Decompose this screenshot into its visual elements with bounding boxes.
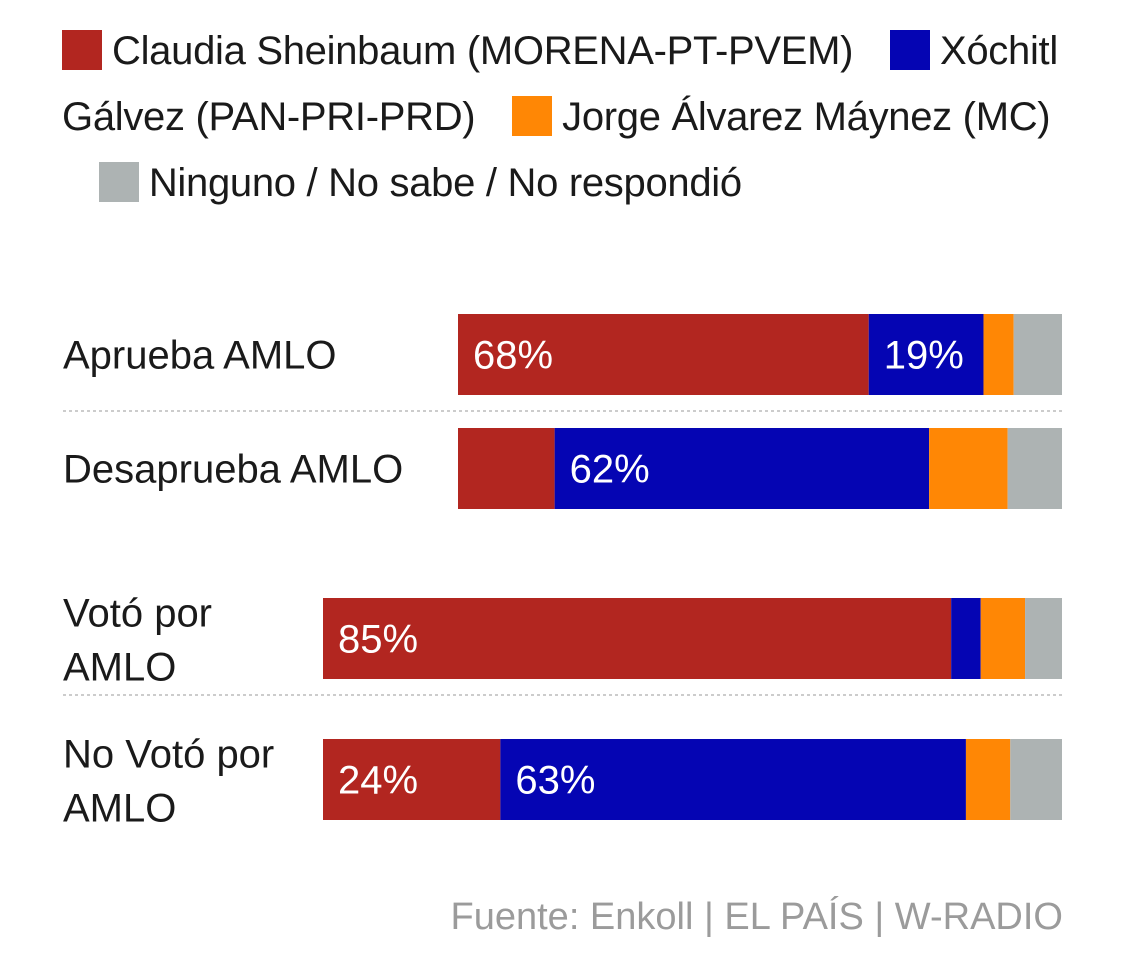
row-label-no-voto-por-amlo: No Votó por AMLO [63, 733, 274, 831]
bar-segment-desaprueba-amlo-sheinbaum [458, 428, 555, 509]
source-note: Fuente: Enkoll | EL PAÍS | W-RADIO [450, 896, 1063, 938]
legend-swatch-maynez [512, 96, 553, 136]
data-label-aprueba-amlo-sheinbaum: 68% [473, 334, 553, 378]
legend-label-sheinbaum: Claudia Sheinbaum (MORENA-PT-PVEM) [112, 29, 854, 73]
chart-legend: Claudia Sheinbaum (MORENA-PT-PVEM) Xóchi… [62, 18, 1072, 216]
row-label-desaprueba-amlo: Desaprueba AMLO [63, 448, 403, 492]
bar-segment-desaprueba-amlo-maynez [929, 428, 1008, 509]
bar-segment-voto-por-amlo-ninguno [1025, 598, 1062, 679]
bar-segment-desaprueba-amlo-ninguno [1007, 428, 1062, 509]
data-label-voto-por-amlo-sheinbaum: 85% [338, 618, 418, 662]
legend-item-maynez: Jorge Álvarez Máynez (MC) [512, 95, 1051, 139]
data-label-no-voto-por-amlo-sheinbaum: 24% [338, 759, 418, 803]
bar-segment-aprueba-amlo-ninguno [1013, 314, 1062, 395]
bar-segment-no-voto-por-amlo-sheinbaum [323, 739, 501, 820]
data-label-desaprueba-amlo-galvez: 62% [570, 448, 650, 492]
bar-segment-voto-por-amlo-galvez [951, 598, 981, 679]
bar-segment-desaprueba-amlo-galvez [554, 428, 930, 509]
legend-item-galvez: Xóchitl Gálvez (PAN-PRI-PRD) [62, 29, 1058, 139]
legend-label-ninguno: Ninguno / No sabe / No respondió [148, 161, 742, 205]
legend-item-sheinbaum: Claudia Sheinbaum (MORENA-PT-PVEM) [62, 29, 853, 73]
bar-segment-no-voto-por-amlo-galvez [500, 739, 966, 820]
bar-segment-aprueba-amlo-sheinbaum [458, 314, 869, 395]
bar-segment-aprueba-amlo-maynez [983, 314, 1014, 395]
data-label-no-voto-por-amlo-galvez: 63% [515, 759, 595, 803]
bar-segment-voto-por-amlo-maynez [980, 598, 1026, 679]
legend-item-ninguno: Ninguno / No sabe / No respondió [98, 161, 742, 205]
bar-segment-no-voto-por-amlo-ninguno [1010, 739, 1062, 820]
legend-label-galvez: Xóchitl Gálvez (PAN-PRI-PRD) [62, 29, 1058, 139]
legend-swatch-galvez [889, 30, 930, 70]
row-label-aprueba-amlo: Aprueba AMLO [63, 334, 337, 378]
bar-segment-voto-por-amlo-sheinbaum [323, 598, 952, 679]
legend-label-maynez: Jorge Álvarez Máynez (MC) [562, 95, 1051, 139]
row-label-voto-por-amlo: Votó por AMLO [63, 592, 212, 690]
bar-segment-no-voto-por-amlo-maynez [965, 739, 1011, 820]
bar-segment-aprueba-amlo-galvez [868, 314, 984, 395]
legend-swatch-ninguno [98, 162, 139, 202]
legend-swatch-sheinbaum [62, 30, 102, 70]
data-label-aprueba-amlo-galvez: 19% [884, 334, 964, 378]
